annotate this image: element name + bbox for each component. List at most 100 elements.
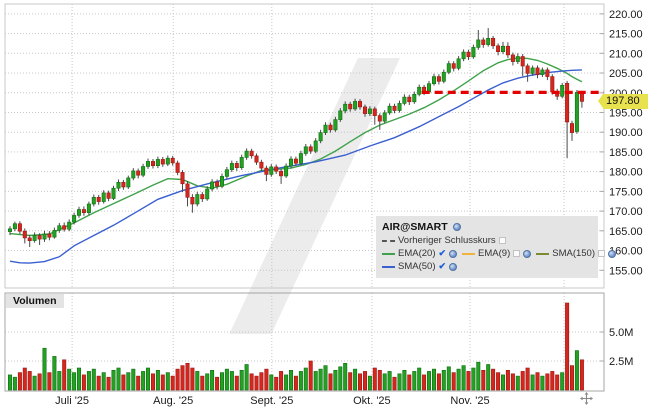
- volume-bar: [101, 372, 106, 391]
- volume-bar: [574, 350, 579, 391]
- volume-bar: [550, 371, 555, 391]
- candle: [284, 165, 289, 177]
- volume-bar: [131, 368, 136, 391]
- candle: [372, 108, 377, 116]
- volume-bar: [318, 368, 323, 391]
- candle: [52, 230, 57, 238]
- candle: [476, 39, 481, 48]
- volume-bar: [535, 372, 540, 391]
- checkbox-unchecked[interactable]: [513, 250, 521, 257]
- candle: [392, 105, 397, 111]
- legend-item-ema-20-[interactable]: EMA(20) ✔: [382, 248, 458, 259]
- volume-axis-label: 5.0M: [609, 327, 633, 339]
- volume-bar: [505, 369, 510, 391]
- candle: [515, 56, 520, 62]
- chart-legend: AIR@SMART Vorheriger Schlusskurs EMA(20)…: [376, 216, 616, 278]
- volume-bar: [461, 365, 466, 391]
- candle: [165, 157, 170, 165]
- volume-bar: [456, 368, 461, 391]
- candle: [205, 188, 210, 200]
- legend-label: SMA(150): [552, 248, 595, 259]
- volume-bar: [367, 375, 372, 391]
- volume-bar: [407, 374, 412, 391]
- volume-bar: [466, 371, 471, 391]
- candle: [397, 103, 402, 111]
- candle: [254, 155, 259, 163]
- candle: [72, 215, 77, 223]
- candle: [288, 158, 293, 167]
- volume-bar: [151, 373, 156, 391]
- checkbox-checked-icon[interactable]: ✔: [438, 248, 447, 258]
- volume-bar: [441, 369, 446, 391]
- volume-bar: [17, 372, 22, 391]
- candle: [160, 159, 165, 165]
- candle: [530, 67, 535, 74]
- candle: [353, 101, 358, 110]
- volume-bar: [323, 365, 328, 391]
- candle: [550, 76, 555, 93]
- legend-item-sma-50-[interactable]: SMA(50) ✔: [382, 261, 458, 272]
- candle: [308, 146, 313, 152]
- candle: [17, 223, 22, 232]
- legend-item-ema-9-[interactable]: EMA(9): [462, 248, 532, 259]
- volume-bar: [32, 375, 37, 391]
- volume-bar: [377, 369, 382, 391]
- candle: [362, 106, 367, 114]
- candle: [540, 69, 545, 75]
- candle: [96, 197, 101, 202]
- legend-item-sma-150-[interactable]: SMA(150): [536, 248, 616, 259]
- volume-bar: [37, 373, 42, 391]
- volume-bar: [12, 376, 17, 391]
- checkbox-unchecked[interactable]: [498, 237, 506, 244]
- candle: [293, 158, 298, 164]
- volume-bar: [417, 367, 422, 391]
- candle: [141, 166, 146, 176]
- candle: [32, 235, 37, 241]
- overlay-line-SMA(50): [9, 69, 582, 264]
- candle: [412, 94, 417, 103]
- candle: [313, 140, 318, 152]
- globe-icon[interactable]: [523, 249, 532, 258]
- candle: [57, 225, 62, 231]
- volume-bar: [328, 373, 333, 391]
- checkbox-checked-icon[interactable]: ✔: [438, 261, 447, 271]
- line-sample: [382, 265, 395, 268]
- legend-label: Vorheriger Schlusskurs: [398, 235, 496, 246]
- globe-icon[interactable]: [608, 249, 616, 258]
- volume-bar: [496, 372, 501, 391]
- legend-item-vorheriger-schlusskurs[interactable]: Vorheriger Schlusskurs: [382, 235, 506, 246]
- line-sample: [462, 252, 476, 255]
- volume-bar: [160, 374, 165, 391]
- candle: [456, 58, 461, 69]
- volume-bar: [446, 366, 451, 391]
- volume-bar: [520, 371, 525, 391]
- x-axis-label: Okt. '25: [353, 395, 391, 407]
- globe-icon[interactable]: [449, 249, 458, 258]
- line-sample: [536, 252, 550, 255]
- candle: [47, 233, 52, 238]
- candle: [8, 228, 13, 232]
- globe-icon[interactable]: [449, 262, 458, 271]
- y-axis-label: 195.00: [609, 108, 643, 120]
- volume-bar: [67, 368, 72, 391]
- candles: [8, 28, 584, 247]
- candle: [357, 101, 362, 108]
- volume-panel-border: [4, 292, 605, 392]
- volume-bar: [565, 302, 570, 391]
- candle: [491, 37, 496, 47]
- volume-bar: [525, 367, 530, 391]
- candle: [91, 197, 96, 205]
- checkbox-unchecked[interactable]: [598, 250, 605, 257]
- volume-bar: [52, 356, 57, 391]
- volume-bar: [298, 371, 303, 391]
- candle: [210, 181, 215, 190]
- legend-label: SMA(50): [398, 261, 436, 272]
- globe-icon[interactable]: [452, 223, 461, 231]
- candle: [417, 86, 422, 95]
- legend-row: Vorheriger Schlusskurs: [382, 235, 592, 246]
- volume-bar: [486, 364, 491, 391]
- candle: [195, 194, 200, 205]
- candle: [81, 209, 86, 214]
